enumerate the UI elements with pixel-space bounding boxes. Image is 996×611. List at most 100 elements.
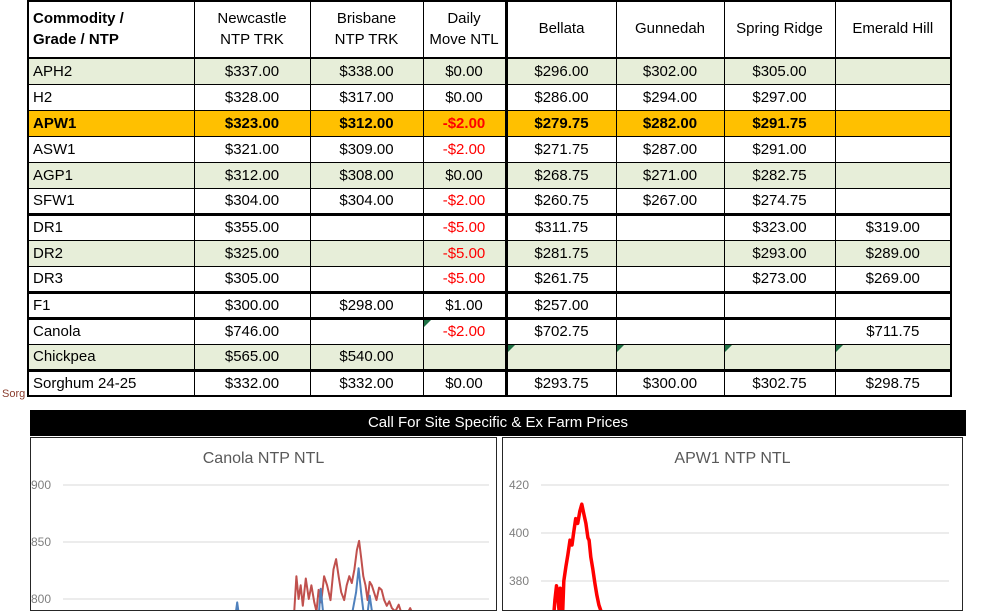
cell-daily_move[interactable] [422, 343, 508, 372]
cell-emerald_hill[interactable] [834, 135, 952, 163]
cell-emerald_hill[interactable] [834, 291, 952, 320]
cell-emerald_hill[interactable] [834, 343, 952, 372]
cell-newcastle[interactable]: $312.00 [193, 161, 311, 189]
cell-daily_move[interactable]: -$2.00 [422, 317, 508, 345]
cell-spring_ridge[interactable] [723, 291, 836, 320]
cell-emerald_hill[interactable] [834, 161, 952, 189]
cell-daily_move[interactable]: $1.00 [422, 291, 508, 320]
cell-daily_move[interactable]: -$5.00 [422, 213, 508, 241]
cell-gunnedah[interactable]: $287.00 [615, 135, 725, 163]
cell-newcastle[interactable]: $305.00 [193, 265, 311, 294]
cell-commodity[interactable]: APW1 [27, 109, 195, 137]
cell-newcastle[interactable]: $325.00 [193, 239, 311, 267]
cell-commodity[interactable]: SFW1 [27, 187, 195, 216]
cell-daily_move[interactable]: -$2.00 [422, 187, 508, 216]
cell-emerald_hill[interactable] [834, 57, 952, 85]
cell-bellata[interactable]: $260.75 [505, 187, 617, 216]
price-table[interactable]: Commodity / Grade / NTP Newcastle NTP TRK… [27, 0, 952, 397]
cell-gunnedah[interactable]: $271.00 [615, 161, 725, 189]
cell-bellata[interactable]: $311.75 [505, 213, 617, 241]
cell-commodity[interactable]: Chickpea [27, 343, 195, 372]
cell-gunnedah[interactable] [615, 239, 725, 267]
cell-gunnedah[interactable] [615, 343, 725, 372]
cell-spring_ridge[interactable]: $297.00 [723, 83, 836, 111]
cell-newcastle[interactable]: $355.00 [193, 213, 311, 241]
cell-commodity[interactable]: F1 [27, 291, 195, 320]
cell-bellata[interactable] [505, 343, 617, 372]
cell-newcastle[interactable]: $300.00 [193, 291, 311, 320]
cell-spring_ridge[interactable]: $323.00 [723, 213, 836, 241]
cell-bellata[interactable]: $702.75 [505, 317, 617, 345]
cell-brisbane[interactable] [309, 317, 424, 345]
cell-commodity[interactable]: ASW1 [27, 135, 195, 163]
cell-gunnedah[interactable] [615, 291, 725, 320]
cell-brisbane[interactable]: $309.00 [309, 135, 424, 163]
cell-bellata[interactable]: $296.00 [505, 57, 617, 85]
cell-spring_ridge[interactable]: $282.75 [723, 161, 836, 189]
cell-gunnedah[interactable]: $267.00 [615, 187, 725, 216]
cell-commodity[interactable]: APH2 [27, 57, 195, 85]
cell-brisbane[interactable]: $312.00 [309, 109, 424, 137]
cell-spring_ridge[interactable]: $273.00 [723, 265, 836, 294]
cell-spring_ridge[interactable]: $305.00 [723, 57, 836, 85]
header-newcastle[interactable]: Newcastle NTP TRK [193, 0, 311, 59]
cell-bellata[interactable]: $293.75 [505, 369, 617, 397]
cell-spring_ridge[interactable]: $291.75 [723, 109, 836, 137]
cell-brisbane[interactable]: $540.00 [309, 343, 424, 372]
cell-newcastle[interactable]: $321.00 [193, 135, 311, 163]
cell-emerald_hill[interactable]: $269.00 [834, 265, 952, 294]
cell-newcastle[interactable]: $565.00 [193, 343, 311, 372]
cell-spring_ridge[interactable]: $293.00 [723, 239, 836, 267]
cell-bellata[interactable]: $286.00 [505, 83, 617, 111]
cell-spring_ridge[interactable]: $291.00 [723, 135, 836, 163]
cell-emerald_hill[interactable]: $289.00 [834, 239, 952, 267]
cell-bellata[interactable]: $271.75 [505, 135, 617, 163]
cell-emerald_hill[interactable]: $298.75 [834, 369, 952, 397]
cell-daily_move[interactable]: $0.00 [422, 83, 508, 111]
cell-brisbane[interactable]: $304.00 [309, 187, 424, 216]
cell-newcastle[interactable]: $337.00 [193, 57, 311, 85]
cell-gunnedah[interactable]: $294.00 [615, 83, 725, 111]
cell-daily_move[interactable]: -$5.00 [422, 265, 508, 294]
cell-gunnedah[interactable]: $300.00 [615, 369, 725, 397]
cell-commodity[interactable]: DR3 [27, 265, 195, 294]
cell-spring_ridge[interactable]: $274.75 [723, 187, 836, 216]
cell-brisbane[interactable] [309, 265, 424, 294]
cell-spring_ridge[interactable]: $302.75 [723, 369, 836, 397]
cell-emerald_hill[interactable]: $319.00 [834, 213, 952, 241]
header-spring_ridge[interactable]: Spring Ridge [723, 0, 836, 59]
cell-emerald_hill[interactable] [834, 83, 952, 111]
header-brisbane[interactable]: Brisbane NTP TRK [309, 0, 424, 59]
cell-brisbane[interactable]: $317.00 [309, 83, 424, 111]
cell-daily_move[interactable]: -$2.00 [422, 135, 508, 163]
cell-bellata[interactable]: $268.75 [505, 161, 617, 189]
cell-commodity[interactable]: DR1 [27, 213, 195, 241]
cell-newcastle[interactable]: $323.00 [193, 109, 311, 137]
cell-brisbane[interactable] [309, 239, 424, 267]
header-emerald_hill[interactable]: Emerald Hill [834, 0, 952, 59]
cell-daily_move[interactable]: -$2.00 [422, 109, 508, 137]
cell-daily_move[interactable]: $0.00 [422, 161, 508, 189]
cell-commodity[interactable]: Sorghum 24-25 [27, 369, 195, 397]
cell-emerald_hill[interactable]: $711.75 [834, 317, 952, 345]
cell-daily_move[interactable]: $0.00 [422, 369, 508, 397]
cell-commodity[interactable]: H2 [27, 83, 195, 111]
cell-brisbane[interactable]: $332.00 [309, 369, 424, 397]
cell-daily_move[interactable]: -$5.00 [422, 239, 508, 267]
cell-gunnedah[interactable] [615, 317, 725, 345]
cell-newcastle[interactable]: $746.00 [193, 317, 311, 345]
cell-commodity[interactable]: DR2 [27, 239, 195, 267]
cell-newcastle[interactable]: $328.00 [193, 83, 311, 111]
cell-brisbane[interactable]: $298.00 [309, 291, 424, 320]
cell-commodity[interactable]: AGP1 [27, 161, 195, 189]
cell-newcastle[interactable]: $304.00 [193, 187, 311, 216]
cell-gunnedah[interactable]: $282.00 [615, 109, 725, 137]
header-gunnedah[interactable]: Gunnedah [615, 0, 725, 59]
cell-brisbane[interactable]: $308.00 [309, 161, 424, 189]
cell-spring_ridge[interactable] [723, 317, 836, 345]
cell-commodity[interactable]: Canola [27, 317, 195, 345]
cell-bellata[interactable]: $281.75 [505, 239, 617, 267]
header-commodity[interactable]: Commodity / Grade / NTP [27, 0, 195, 59]
cell-gunnedah[interactable] [615, 213, 725, 241]
cell-daily_move[interactable]: $0.00 [422, 57, 508, 85]
